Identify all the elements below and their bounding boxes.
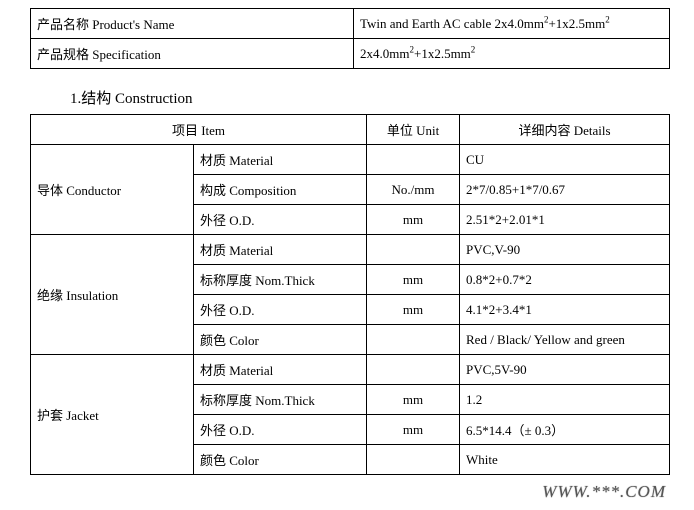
cell-item: 外径 O.D. <box>194 205 367 235</box>
cell-unit <box>367 325 460 355</box>
cell-unit: mm <box>367 205 460 235</box>
cell-item: 构成 Composition <box>194 175 367 205</box>
cell-item: 标称厚度 Nom.Thick <box>194 385 367 415</box>
cell-details: PVC,V-90 <box>460 235 670 265</box>
cell-details: CU <box>460 145 670 175</box>
cell-item: 材质 Material <box>194 145 367 175</box>
cell-details: PVC,5V-90 <box>460 355 670 385</box>
cell-unit <box>367 235 460 265</box>
product-name-label: 产品名称 Product's Name <box>31 9 354 39</box>
category-insulation: 绝缘 Insulation <box>31 235 194 355</box>
table-row: 导体 Conductor 材质 Material CU <box>31 145 670 175</box>
category-jacket: 护套 Jacket <box>31 355 194 475</box>
cell-details: Red / Black/ Yellow and green <box>460 325 670 355</box>
cell-unit: No./mm <box>367 175 460 205</box>
cell-item: 材质 Material <box>194 235 367 265</box>
cell-unit <box>367 445 460 475</box>
section-heading-construction: 1.结构 Construction <box>70 87 674 108</box>
specification-value: 2x4.0mm2+1x2.5mm2 <box>354 39 670 69</box>
header-unit: 单位 Unit <box>367 115 460 145</box>
table-row: 产品名称 Product's Name Twin and Earth AC ca… <box>31 9 670 39</box>
cell-details: 4.1*2+3.4*1 <box>460 295 670 325</box>
product-name-value: Twin and Earth AC cable 2x4.0mm2+1x2.5mm… <box>354 9 670 39</box>
table-row: 产品规格 Specification 2x4.0mm2+1x2.5mm2 <box>31 39 670 69</box>
watermark-text: WWW.***.COM <box>542 482 666 502</box>
cell-details: 2.51*2+2.01*1 <box>460 205 670 235</box>
cell-details: 2*7/0.85+1*7/0.67 <box>460 175 670 205</box>
cell-details: 1.2 <box>460 385 670 415</box>
cell-unit <box>367 145 460 175</box>
construction-table: 项目 Item 单位 Unit 详细内容 Details 导体 Conducto… <box>30 114 670 475</box>
cell-details: 0.8*2+0.7*2 <box>460 265 670 295</box>
category-conductor: 导体 Conductor <box>31 145 194 235</box>
cell-item: 颜色 Color <box>194 445 367 475</box>
cell-item: 标称厚度 Nom.Thick <box>194 265 367 295</box>
product-header-table: 产品名称 Product's Name Twin and Earth AC ca… <box>30 8 670 69</box>
table-row: 绝缘 Insulation 材质 Material PVC,V-90 <box>31 235 670 265</box>
header-details: 详细内容 Details <box>460 115 670 145</box>
cell-item: 外径 O.D. <box>194 295 367 325</box>
cell-unit: mm <box>367 295 460 325</box>
cell-unit: mm <box>367 385 460 415</box>
cell-details: 6.5*14.4（± 0.3） <box>460 415 670 445</box>
cell-unit <box>367 355 460 385</box>
cell-unit: mm <box>367 265 460 295</box>
cell-unit: mm <box>367 415 460 445</box>
header-item: 项目 Item <box>31 115 367 145</box>
table-row: 护套 Jacket 材质 Material PVC,5V-90 <box>31 355 670 385</box>
cell-details: White <box>460 445 670 475</box>
cell-item: 材质 Material <box>194 355 367 385</box>
cell-item: 颜色 Color <box>194 325 367 355</box>
table-header-row: 项目 Item 单位 Unit 详细内容 Details <box>31 115 670 145</box>
cell-item: 外径 O.D. <box>194 415 367 445</box>
specification-label: 产品规格 Specification <box>31 39 354 69</box>
